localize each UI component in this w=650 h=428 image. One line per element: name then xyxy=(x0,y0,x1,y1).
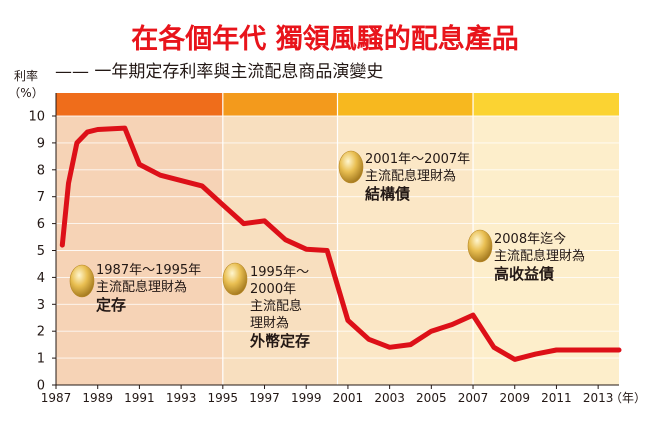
y-tick-label: 2 xyxy=(37,325,45,340)
y-axis-label-top: 利率 xyxy=(14,68,38,83)
annotation-text: 理財為 xyxy=(250,315,289,331)
y-tick-label: 4 xyxy=(37,271,45,286)
y-tick-label: 5 xyxy=(37,244,45,259)
y-tick-label: 9 xyxy=(37,136,45,151)
x-tick-label: 1989 xyxy=(82,391,113,405)
watermark-text: 大成財經 xyxy=(92,409,140,424)
x-tick-label: 1997 xyxy=(249,391,280,405)
x-tick-label: 1987 xyxy=(41,391,72,405)
annotation-product: 結構債 xyxy=(365,185,410,203)
x-tick-label: 1993 xyxy=(166,391,197,405)
y-tick-label: 3 xyxy=(37,298,45,313)
x-tick-labels: 1987 1989 1991 1993 1995 1997 1999 2001 2003 2005… xyxy=(41,385,614,405)
annotation-text: 2001年～2007年 xyxy=(365,152,470,167)
annotation-text: 主流配息理財為 xyxy=(365,168,456,184)
annotation-text: 1987年～1995年 xyxy=(96,263,201,278)
main-title: 在各個年代 獨領風騷的配息產品 xyxy=(131,23,518,55)
x-tick-label: 2011 xyxy=(541,391,572,405)
x-tick-label: 2013 xyxy=(583,391,614,405)
x-tick-label: 2003 xyxy=(374,391,405,405)
annotation-product: 定存 xyxy=(96,296,126,314)
y-tick-label: 10 xyxy=(28,110,45,125)
watermark-logo-icon xyxy=(75,409,89,423)
y-tick-label: 8 xyxy=(37,163,45,178)
golden-egg-icon xyxy=(467,229,493,263)
annotation-text: 1995年～ xyxy=(250,265,309,280)
x-axis-unit-label: （年） xyxy=(610,391,646,405)
x-tick-label: 2001 xyxy=(333,391,364,405)
period-band-header xyxy=(222,93,338,116)
annotation-text: 主流配息理財為 xyxy=(96,279,187,295)
y-tick-label: 0 xyxy=(37,379,45,394)
annotation-product: 高收益債 xyxy=(494,265,554,283)
golden-egg-icon xyxy=(338,150,364,184)
axes xyxy=(55,93,619,386)
x-tick-label: 2009 xyxy=(499,391,530,405)
period-band-header xyxy=(56,93,223,116)
y-tick-label: 6 xyxy=(37,217,45,232)
golden-egg-icon xyxy=(222,262,248,296)
period-band-header xyxy=(473,93,619,116)
annotation-text: 2008年迄今 xyxy=(494,231,566,247)
watermark: 大成財經 xyxy=(75,409,140,424)
golden-egg-icon xyxy=(69,264,95,298)
annotation-text: 主流配息 xyxy=(250,298,302,314)
y-tick-label: 1 xyxy=(37,352,45,367)
x-tick-label: 2007 xyxy=(458,391,489,405)
y-tick-label: 7 xyxy=(37,190,45,205)
rate-series xyxy=(59,125,622,362)
annotation-product: 外幣定存 xyxy=(249,332,310,350)
x-tick-label: 1999 xyxy=(291,391,322,405)
period-band-header xyxy=(337,93,474,116)
annotation-text: 主流配息理財為 xyxy=(494,248,585,264)
x-tick-label: 2005 xyxy=(416,391,447,405)
subtitle: —— 一年期定存利率與主流配息商品演變史 xyxy=(55,62,383,82)
period-annotations: 1987年～1995年主流配息理財為定存1995年～2000年主流配息理財為外幣… xyxy=(69,150,585,350)
annotation-text: 2000年 xyxy=(250,282,296,297)
y-axis-label-unit: （%） xyxy=(8,86,43,100)
x-tick-label: 1995 xyxy=(208,391,239,405)
rate-line xyxy=(59,125,622,362)
x-tick-label: 1991 xyxy=(124,391,155,405)
y-tick-labels: 0 1 2 3 4 5 6 7 8 9 10 xyxy=(28,110,56,394)
